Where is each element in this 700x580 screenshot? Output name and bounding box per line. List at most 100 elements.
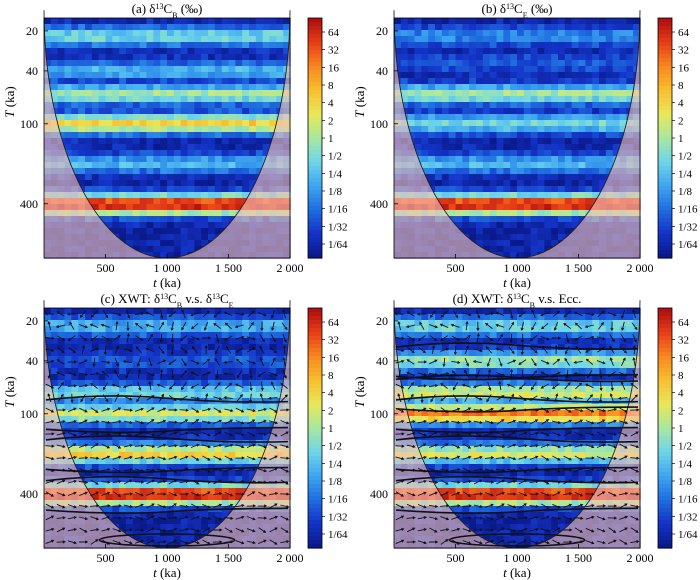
heatmap-cell	[180, 144, 189, 151]
heatmap-cell	[448, 168, 457, 175]
heatmap-cell	[214, 404, 223, 411]
phase-arrow	[55, 324, 65, 329]
phase-arrow	[204, 344, 208, 355]
heatmap-cell	[173, 138, 182, 145]
phase-arrow	[56, 371, 65, 377]
heatmap-cell	[571, 198, 580, 205]
heatmap-cell	[221, 428, 230, 435]
heatmap-cell	[626, 90, 634, 97]
heatmap-cell	[112, 338, 120, 345]
heatmap-cell	[228, 54, 236, 61]
heatmap-cell	[91, 162, 100, 169]
heatmap-cell	[571, 24, 580, 31]
heatmap-cell	[544, 168, 552, 175]
heatmap-cell	[530, 162, 539, 169]
heatmap-cell	[78, 392, 86, 399]
heatmap-cell	[400, 96, 409, 103]
heatmap-cell	[523, 84, 532, 91]
heatmap-cell	[214, 392, 223, 399]
heatmap-cell	[482, 84, 491, 91]
heatmap-cell	[469, 144, 477, 151]
heatmap-cell	[71, 314, 79, 321]
heatmap-cell	[146, 458, 154, 465]
heatmap-cell	[517, 60, 525, 67]
heatmap-cell	[592, 102, 600, 109]
heatmap-cell	[132, 186, 141, 193]
colorbar-step	[658, 102, 672, 107]
heatmap-cell	[228, 332, 236, 339]
heatmap-cell	[78, 102, 86, 109]
heatmap-cell	[435, 144, 443, 151]
heatmap-cell	[85, 90, 93, 97]
heatmap-cell	[578, 54, 586, 61]
heatmap-cell	[448, 120, 457, 127]
heatmap-cell	[119, 108, 127, 115]
heatmap-cell	[530, 222, 539, 229]
heatmap-cell	[276, 42, 284, 49]
heatmap-cell	[173, 308, 182, 315]
heatmap-cell	[85, 72, 93, 79]
heatmap-cell	[180, 198, 189, 205]
heatmap-cell	[221, 410, 230, 417]
phase-arrow	[90, 516, 100, 521]
heatmap-cell	[455, 168, 463, 175]
heatmap-cell	[544, 210, 552, 217]
heatmap-cell	[126, 24, 134, 31]
heatmap-cell	[139, 362, 148, 369]
heatmap-cell	[619, 54, 627, 61]
heatmap-cell	[262, 42, 271, 49]
heatmap-cell	[187, 180, 195, 187]
phase-arrow	[56, 408, 66, 412]
heatmap-cell	[269, 84, 277, 91]
heatmap-cell	[119, 210, 127, 217]
heatmap-cell	[571, 48, 580, 55]
heatmap-cell	[235, 410, 243, 417]
heatmap-cell	[187, 192, 195, 199]
heatmap-cell	[214, 18, 223, 25]
heatmap-cell	[462, 138, 470, 145]
heatmap-cell	[78, 174, 86, 181]
heatmap-cell	[428, 126, 436, 133]
heatmap-cell	[249, 410, 257, 417]
heatmap-cell	[167, 332, 175, 339]
heatmap-cell	[228, 368, 236, 375]
heatmap-cell	[153, 144, 161, 151]
heatmap-cell	[173, 90, 182, 97]
phase-arrow	[224, 527, 233, 533]
heatmap-cell	[255, 356, 264, 363]
colorbar-step	[658, 226, 672, 231]
heatmap-cell	[160, 90, 168, 97]
heatmap-cell	[180, 222, 189, 229]
heatmap-cell	[112, 138, 120, 145]
heatmap-cell	[235, 458, 243, 465]
phase-arrow	[114, 369, 120, 378]
heatmap-cell	[262, 392, 271, 399]
heatmap-cell	[201, 138, 209, 145]
heatmap-cell	[98, 506, 107, 513]
phase-arrow	[90, 456, 100, 460]
heatmap-cell	[194, 398, 202, 405]
heatmap-cell	[85, 102, 93, 109]
heatmap-cell	[414, 120, 422, 127]
heatmap-cell	[85, 66, 93, 73]
heatmap-cell	[469, 126, 477, 133]
heatmap-cell	[530, 168, 539, 175]
colorbar-step	[308, 178, 322, 183]
heatmap-cell	[126, 60, 134, 67]
heatmap-cell	[551, 162, 559, 169]
heatmap-cell	[551, 72, 559, 79]
heatmap-cell	[221, 446, 230, 453]
heatmap-cell	[517, 66, 525, 73]
heatmap-cell	[544, 144, 552, 151]
heatmap-cell	[599, 54, 607, 61]
phase-arrow	[237, 370, 243, 379]
heatmap-cell	[98, 308, 107, 315]
heatmap-cell	[249, 446, 257, 453]
heatmap-cell	[496, 216, 504, 223]
heatmap-cell	[523, 54, 532, 61]
heatmap-cell	[564, 228, 573, 235]
heatmap-cell	[180, 114, 189, 121]
heatmap-cell	[255, 36, 264, 43]
heatmap-cell	[435, 48, 443, 55]
heatmap-cell	[194, 314, 202, 321]
